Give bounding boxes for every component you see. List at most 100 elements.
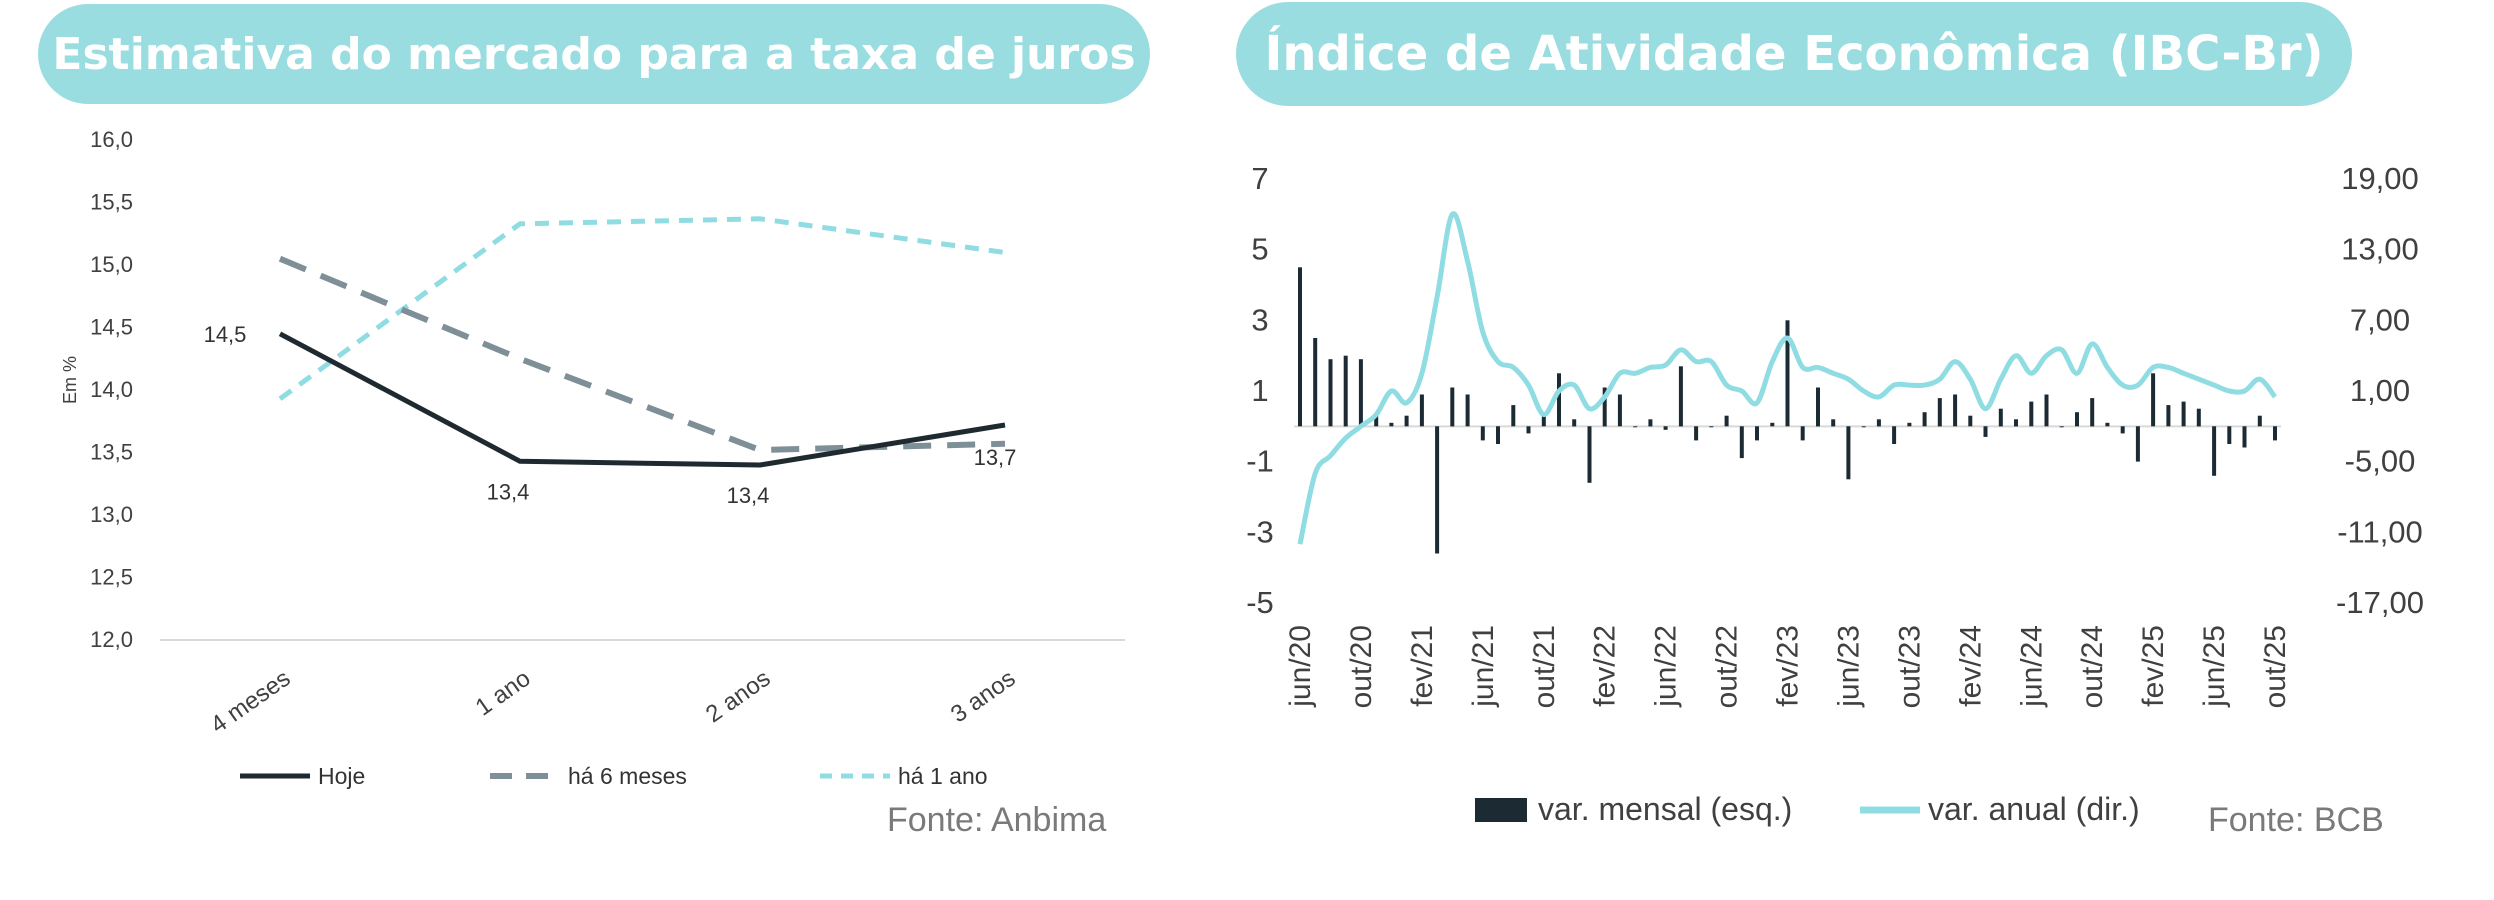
bar-mark	[1785, 320, 1790, 427]
bar-mark	[1465, 394, 1470, 427]
legend-label: há 6 meses	[568, 763, 687, 789]
y-tick-label: 12,5	[90, 565, 133, 590]
series-line-Hoje	[278, 331, 1006, 468]
bar-mark	[1450, 387, 1455, 427]
bar-mark	[1313, 338, 1318, 427]
bar-mark	[1358, 359, 1363, 427]
bar-mark	[2257, 415, 2262, 427]
right-chart-source: Fonte: BCB	[2208, 801, 2384, 839]
bar-mark	[1389, 422, 1394, 427]
bar-mark	[1770, 422, 1775, 427]
bar-mark	[1633, 426, 1638, 428]
bar-mark	[1739, 426, 1744, 459]
y-left-tick-label: 1	[1251, 373, 1268, 408]
y-tick-label: 15,5	[90, 190, 133, 215]
y-right-tick-label: 7,00	[2350, 302, 2410, 337]
x-tick-label: jun/21	[1467, 625, 1500, 708]
bar-mark	[1435, 426, 1440, 554]
x-tick-label: out/22	[1711, 625, 1744, 708]
bar-mark	[1663, 426, 1668, 430]
y-tick-label: 14,0	[90, 377, 133, 402]
bar-mark	[1602, 387, 1607, 427]
bar-mark	[2273, 426, 2277, 441]
x-tick-label: fev/25	[2137, 625, 2170, 707]
y-right-tick-label: 1,00	[2350, 373, 2410, 408]
bar-mark	[1907, 422, 1912, 427]
bar-mark	[1678, 366, 1683, 427]
bar-mark	[1861, 426, 1866, 428]
bar-mark	[2029, 401, 2034, 427]
bar-mark	[1846, 426, 1851, 480]
bar-mark	[1526, 426, 1531, 434]
data-label: 14,5	[204, 322, 247, 347]
bar-mark	[1831, 419, 1836, 427]
legend-label: há 1 ano	[898, 763, 988, 789]
left-chart-source: Fonte: Anbima	[887, 801, 1107, 839]
bar-mark	[1480, 426, 1485, 441]
x-tick-label: fev/23	[1772, 625, 1805, 707]
y-left-tick-label: -1	[1246, 444, 1274, 479]
data-label: 13,7	[974, 445, 1017, 470]
bar-mark	[1724, 415, 1729, 427]
y-right-tick-label: -17,00	[2336, 585, 2424, 620]
bar-mark	[2044, 394, 2049, 427]
x-tick-label: out/21	[1528, 625, 1561, 708]
y-tick-label: 12,0	[90, 627, 133, 652]
y-right-tick-label: -11,00	[2337, 514, 2423, 549]
bar-mark	[2120, 426, 2125, 434]
legend-label: Hoje	[318, 763, 365, 789]
right-chart-title: Índice de Atividade Econômica (IBC-Br)	[1236, 2, 2352, 106]
bar-mark	[1511, 405, 1516, 427]
x-tick-label: jun/20	[1284, 625, 1317, 708]
legend-swatch	[1475, 798, 1527, 822]
x-tick-label: jun/23	[1832, 625, 1865, 708]
bar-mark	[1496, 426, 1500, 444]
x-tick-label: out/24	[2076, 625, 2109, 708]
x-tick-label: out/23	[1893, 625, 1926, 708]
bar-mark	[2181, 401, 2186, 427]
data-label: 13,4	[487, 479, 530, 504]
annual-variation-line	[1297, 211, 2278, 545]
bar-mark	[2105, 422, 2110, 427]
bar-mark	[1374, 415, 1379, 427]
bar-mark	[1755, 426, 1759, 441]
bar-mark	[1404, 415, 1409, 427]
x-tick-label: jun/24	[2015, 625, 2048, 708]
y-right-tick-label: -5,00	[2345, 444, 2416, 479]
bar-mark	[1800, 426, 1805, 441]
series-line-há-6-meses	[278, 255, 1006, 453]
bar-mark	[2242, 426, 2247, 448]
bar-mark	[2014, 419, 2018, 427]
x-tick-label: 4 meses	[206, 665, 296, 739]
bar-mark	[1922, 412, 1927, 427]
bar-mark	[2151, 373, 2156, 427]
x-tick-label: out/20	[1345, 625, 1378, 708]
interest-rate-chart: 12,0 12,5 13,0 13,5 14,0 14,5 15,0 15,5 16,0 Em %…	[60, 127, 1125, 789]
bar-mark	[2227, 426, 2232, 444]
bar-mark	[2212, 426, 2217, 476]
bar-mark	[1298, 267, 1302, 427]
legend-label: var. mensal (esq.)	[1538, 791, 1792, 827]
bar-mark	[2090, 398, 2095, 427]
bar-mark	[2075, 412, 2079, 427]
y-axis-label: Em %	[60, 356, 80, 404]
x-tick-label: fev/24	[1954, 625, 1987, 707]
left-chart-title: Estimativa do mercado para a taxa de jur…	[38, 4, 1150, 104]
bar-mark	[1541, 412, 1546, 427]
bar-mark	[1876, 419, 1881, 427]
x-tick-label: fev/22	[1589, 625, 1622, 707]
bar-mark	[1968, 415, 1973, 427]
y-tick-label: 16,0	[90, 127, 133, 152]
x-tick-label: fev/21	[1406, 625, 1439, 707]
y-tick-label: 15,0	[90, 252, 133, 277]
bar-mark	[1709, 426, 1714, 428]
legend-label: var. anual (dir.)	[1928, 791, 2140, 827]
bar-mark	[1998, 408, 2003, 427]
bar-mark	[1937, 398, 1942, 427]
ibc-br-chart: -5 -3 -1 1 3 5 7 -17,00 -11,00 -5,00 1,00 7,00 13,00…	[1246, 161, 2424, 827]
bar-mark	[1328, 359, 1333, 427]
bar-mark	[1419, 394, 1424, 427]
page: Estimativa do mercado para a taxa de jur…	[38, 2, 2424, 839]
x-tick-label: 3 anos	[946, 665, 1021, 728]
x-tick-label: jun/22	[1650, 625, 1683, 708]
